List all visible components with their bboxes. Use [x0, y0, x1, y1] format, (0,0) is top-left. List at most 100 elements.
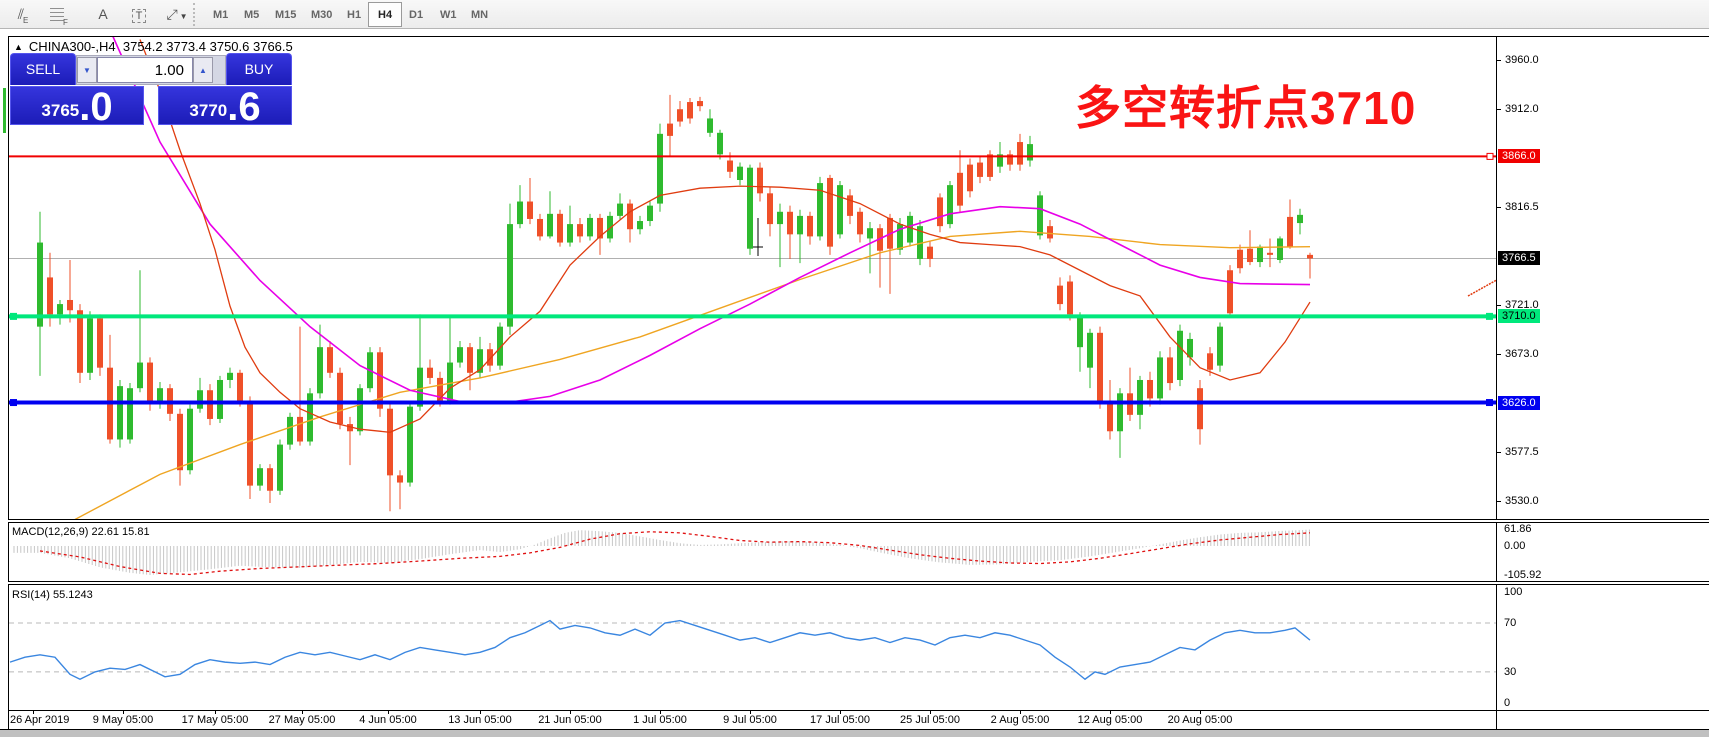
- price-tick-label: 3960.0: [1505, 54, 1539, 66]
- buy-button[interactable]: BUY: [226, 53, 292, 86]
- date-tick-mark: [1020, 710, 1021, 714]
- date-tick-label: 20 Aug 05:00: [1167, 714, 1233, 726]
- timeframe-button-m5[interactable]: M5: [244, 9, 260, 21]
- sell-price-big: .0: [79, 85, 113, 130]
- rsi-axis-label: 100: [1504, 586, 1523, 598]
- arrows-glyph: ⤢: [166, 6, 178, 22]
- price-tick-mark: [1496, 354, 1501, 356]
- price-tick-mark: [1496, 207, 1501, 209]
- date-tick-label: 4 Jun 05:00: [359, 714, 417, 726]
- window-bottom-border: [0, 729, 1709, 730]
- fibo-glyph: [50, 8, 65, 21]
- price-tick-mark: [1496, 500, 1501, 502]
- sell-button[interactable]: SELL: [10, 53, 76, 86]
- rsi-indicator-chart[interactable]: [9, 586, 1496, 710]
- date-tick-label: 9 May 05:00: [92, 714, 154, 726]
- macd-panel-separator[interactable]: [8, 519, 1709, 523]
- price-tick-label: 3721.0: [1505, 299, 1539, 312]
- price-badge-3626.0: 3626.0: [1498, 395, 1540, 410]
- price-tick-mark: [1496, 452, 1501, 454]
- date-tick-mark: [302, 710, 303, 714]
- date-tick-mark: [1110, 710, 1111, 714]
- date-tick-label: 25 Jul 05:00: [900, 714, 960, 726]
- chart-annotation-text: 多空转折点3710: [1075, 82, 1417, 134]
- toolbar: ⫽E F A T ⤢ ▼ M1 M5 M15 M30 H1 H4 D1 W1 MN: [0, 0, 1709, 29]
- volume-row: ▼ ▲: [76, 55, 226, 85]
- arrows-icon[interactable]: ⤢ ▼: [160, 3, 194, 26]
- window-bottom-strip: [0, 730, 1709, 737]
- date-tick-label: 27 May 05:00: [268, 714, 336, 726]
- date-tick-mark: [750, 710, 751, 714]
- toolbar-divider: [193, 3, 196, 26]
- candlestick-chart[interactable]: [9, 37, 1496, 519]
- channel-sub: E: [22, 16, 29, 25]
- text-glyph: A: [98, 6, 108, 22]
- timeframe-button-h4[interactable]: H4: [368, 2, 403, 27]
- sell-price-small: 3765: [41, 101, 80, 120]
- date-tick-mark: [215, 710, 216, 714]
- price-tick-mark: [1496, 109, 1501, 111]
- date-tick-mark: [480, 710, 481, 714]
- price-tick-mark: [1496, 60, 1501, 61]
- sell-label: SELL: [19, 54, 67, 86]
- rsi-axis-label: 70: [1504, 617, 1517, 629]
- macd-axis-label: 0.00: [1504, 540, 1526, 552]
- chevron-down-icon: ▼: [179, 12, 188, 21]
- volume-input[interactable]: [97, 57, 193, 83]
- date-tick-label: 17 May 05:00: [181, 714, 249, 726]
- date-tick-label: 12 Aug 05:00: [1077, 714, 1143, 726]
- price-tick-label: 3816.5: [1505, 201, 1539, 214]
- macd-axis-label: -105.92: [1504, 569, 1542, 581]
- macd-axis-label: 61.86: [1504, 523, 1532, 536]
- date-tick-mark: [660, 710, 661, 714]
- text-label-glyph: T: [131, 9, 147, 23]
- date-tick-mark: [570, 710, 571, 714]
- chart-title: ▲ CHINA300-,H4 3754.2 3773.4 3750.6 3766.…: [14, 39, 293, 54]
- rsi-label: RSI(14) 55.1243: [12, 589, 93, 601]
- timeframe-button-d1[interactable]: D1: [409, 9, 424, 21]
- macd-indicator-chart[interactable]: [9, 523, 1496, 581]
- rsi-axis-label: 30: [1504, 665, 1517, 678]
- date-tick-mark: [388, 710, 389, 714]
- equidistant-channel-icon[interactable]: ⫽E: [10, 3, 36, 26]
- price-tick-mark: [1496, 305, 1501, 307]
- channel-glyph: ⫽: [17, 6, 24, 22]
- price-badge-3710.0: 3710.0: [1498, 309, 1540, 324]
- text-label-icon[interactable]: T: [126, 3, 152, 26]
- date-tick-label: 9 Jul 05:00: [723, 714, 777, 726]
- date-tick-mark: [123, 710, 124, 714]
- sell-price-tile[interactable]: 3765.0: [10, 85, 144, 130]
- buy-price-tile[interactable]: 3770.6: [158, 86, 292, 127]
- date-tick-label: 26 Apr 2019: [10, 714, 70, 726]
- one-click-trade-panel: ▼ ▲ SELL BUY 3765.0 3770.6: [10, 53, 292, 130]
- date-tick-mark: [33, 710, 34, 714]
- ohlc-values: 3754.2 3773.4 3750.6 3766.5: [122, 39, 293, 54]
- collapse-panel-icon[interactable]: ▲: [14, 42, 23, 52]
- date-tick-mark: [930, 710, 931, 714]
- timeframe-button-m15[interactable]: M15: [275, 9, 297, 21]
- price-badge-3766.5: 3766.5: [1498, 251, 1540, 266]
- date-tick-mark: [1200, 710, 1201, 714]
- text-icon[interactable]: A: [90, 3, 116, 26]
- buy-label: BUY: [238, 54, 280, 86]
- buy-price-small: 3770: [189, 101, 228, 120]
- price-axis-border: [1496, 36, 1497, 730]
- volume-increase-button[interactable]: ▲: [193, 57, 213, 83]
- chart-window: [8, 36, 1709, 730]
- volume-decrease-button[interactable]: ▼: [77, 57, 97, 83]
- timeframe-button-w1[interactable]: W1: [440, 9, 457, 21]
- date-tick-label: 13 Jun 05:00: [448, 714, 512, 726]
- timeframe-button-h1[interactable]: H1: [347, 9, 362, 21]
- fibonacci-icon[interactable]: F: [46, 3, 72, 27]
- price-tick-label: 3673.0: [1505, 348, 1539, 361]
- date-axis-border: [8, 710, 1709, 711]
- price-tick-label: 3577.5: [1505, 446, 1539, 459]
- rsi-panel-separator[interactable]: [8, 581, 1709, 585]
- macd-label: MACD(12,26,9) 22.61 15.81: [12, 526, 150, 538]
- timeframe-button-mn[interactable]: MN: [471, 9, 489, 21]
- fibo-sub: F: [63, 18, 68, 27]
- timeframe-button-m1[interactable]: M1: [213, 9, 229, 21]
- symbol-name: CHINA300-,H4: [28, 39, 116, 54]
- timeframe-button-m30[interactable]: M30: [311, 9, 333, 21]
